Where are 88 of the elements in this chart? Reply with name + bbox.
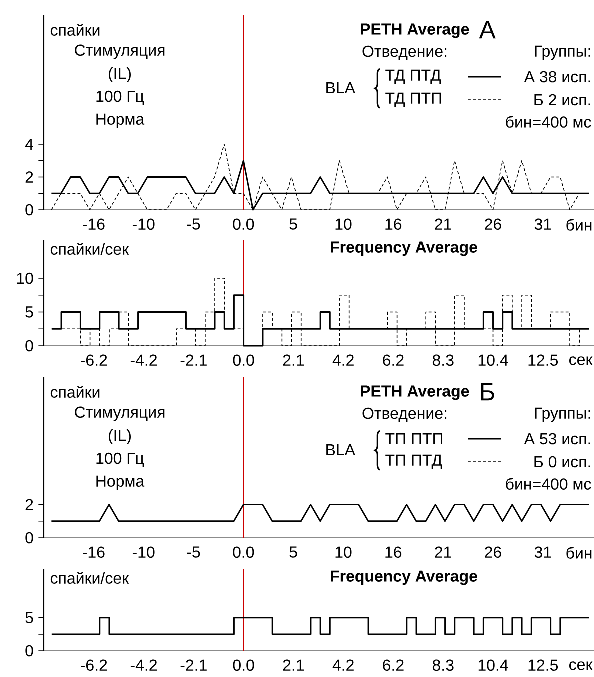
x-tick-label: -2.1 — [180, 354, 207, 366]
y-tick-label: 4 — [25, 138, 34, 150]
legend-title: Отведение: — [362, 408, 447, 422]
legend-label: ТД ПТП — [386, 92, 442, 108]
annotation: Группы: — [535, 46, 590, 60]
x-tick-label: 4.2 — [332, 354, 354, 366]
chart-title: PETH Average — [361, 386, 470, 400]
legend-title: Отведение: — [362, 46, 447, 60]
annotation: 100 Гц — [96, 90, 144, 106]
x-tick-label: 16 — [386, 546, 402, 558]
x-tick-label: -10 — [132, 546, 155, 558]
x-tick-label: 2.1 — [283, 354, 304, 366]
annotation: 100 Гц — [96, 452, 144, 468]
x-tick-label: 5 — [290, 546, 298, 558]
chart-title: Frequency Average — [331, 242, 478, 256]
x-tick-label: -2.1 — [180, 660, 207, 671]
annotation: бин=400 мс — [506, 116, 592, 128]
x-tick-label: -5 — [187, 218, 200, 230]
x-axis-title: бин — [566, 547, 592, 559]
annotation: (IL) — [108, 68, 131, 82]
x-tick-label: -16 — [83, 218, 105, 230]
x-tick-label: 10 — [336, 218, 352, 230]
x-tick-label: 12.5 — [528, 660, 558, 672]
x-tick-label: 8.3 — [432, 660, 454, 672]
x-tick-label: 4.2 — [332, 660, 354, 671]
annotation: Стимуляция — [75, 406, 165, 422]
x-tick-label: -16 — [83, 546, 105, 558]
annotation: BLA — [326, 444, 356, 456]
annotation: Б 2 исп. — [534, 94, 590, 106]
annotation: Б 0 исп. — [534, 456, 590, 468]
x-tick-label: 8.3 — [432, 354, 454, 366]
x-tick-label: -10 — [132, 218, 155, 230]
x-tick-label: 0.0 — [233, 218, 254, 230]
y-axis-title: спайки — [50, 24, 100, 36]
annotation: Стимуляция — [75, 44, 165, 60]
y-tick-label: 2 — [26, 499, 34, 510]
x-tick-label: 26 — [485, 218, 502, 230]
annotation: Норма — [96, 114, 145, 128]
y-tick-label: 5 — [26, 306, 34, 318]
chart-subtitle: А — [479, 21, 496, 39]
x-tick-label: -6.2 — [81, 354, 108, 366]
x-tick-label: 6.2 — [383, 660, 404, 672]
y-tick-label: 0 — [26, 532, 34, 544]
x-tick-label: 10.4 — [478, 354, 508, 366]
y-tick-label: 10 — [17, 272, 34, 284]
x-tick-label: 21 — [435, 218, 452, 230]
x-tick-label: 2.1 — [283, 660, 304, 671]
x-tick-label: -5 — [187, 546, 200, 558]
chart-title: Frequency Average — [331, 570, 478, 586]
annotation: Норма — [96, 476, 145, 490]
legend-label: ТД ПТД — [386, 70, 442, 84]
y-axis-title: спайки — [50, 386, 100, 398]
x-tick-label: -4.2 — [130, 354, 157, 366]
annotation: А 53 исп. — [524, 433, 590, 445]
x-tick-label: 26 — [485, 546, 502, 558]
x-tick-label: 12.5 — [528, 354, 558, 366]
annotation: BLA — [326, 82, 356, 94]
x-tick-label: 31 — [534, 218, 552, 230]
x-tick-label: -4.2 — [130, 660, 157, 671]
legend-label: ТП ПТД — [386, 454, 442, 470]
chart-subtitle: Б — [481, 383, 494, 401]
x-tick-label: 5 — [290, 218, 298, 230]
x-tick-label: 0.0 — [233, 354, 254, 366]
y-tick-label: 0 — [26, 340, 34, 352]
x-axis-title: бин — [566, 219, 592, 231]
x-tick-label: 6.2 — [383, 354, 404, 366]
y-tick-label: 5 — [26, 612, 34, 624]
y-axis-title: спайки/сек — [50, 572, 130, 584]
y-tick-label: 0 — [26, 204, 34, 216]
annotation: бин=400 мс — [506, 478, 592, 490]
y-tick-label: 0 — [26, 645, 34, 657]
legend-label: ТП ПТП — [386, 434, 442, 445]
x-tick-label: 31 — [534, 546, 552, 558]
x-tick-label: 10.4 — [478, 660, 508, 672]
x-axis-title: сек — [570, 662, 593, 670]
x-tick-label: 0.0 — [233, 660, 254, 672]
y-axis-title: спайки/сек — [50, 242, 130, 256]
x-tick-label: 16 — [386, 218, 402, 230]
annotation: А 38 исп. — [524, 71, 590, 83]
x-tick-label: 0.0 — [233, 546, 254, 558]
x-tick-label: 10 — [336, 546, 352, 558]
x-tick-label: -6.2 — [81, 660, 108, 672]
y-tick-label: 2 — [26, 172, 34, 183]
chart-title: PETH Average — [361, 24, 470, 38]
x-tick-label: 21 — [435, 546, 452, 558]
annotation: Группы: — [535, 408, 590, 422]
x-axis-title: сек — [570, 356, 593, 366]
annotation: (IL) — [108, 430, 131, 444]
